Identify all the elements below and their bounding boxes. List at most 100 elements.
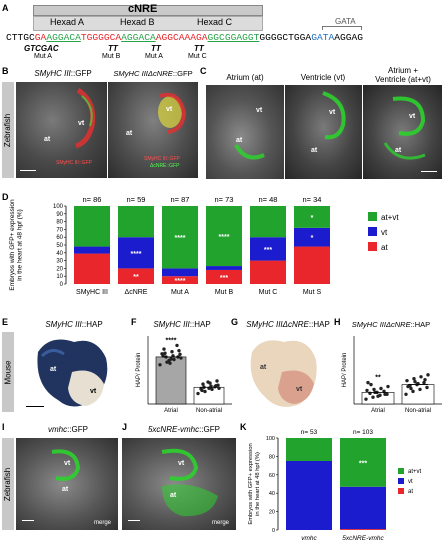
y-tick-label: 30 (56, 259, 63, 265)
fluorescence-overlay (75, 87, 96, 149)
vt-label: vt (166, 106, 173, 113)
bar-segment-vt (162, 268, 198, 277)
vt-label: vt (178, 460, 185, 467)
vt-label: vt (296, 386, 303, 393)
seq-segment: AGGACA (121, 32, 156, 43)
hexad-b-label: Hexad B (120, 17, 155, 27)
scale-bar (421, 171, 437, 172)
category-label: Non-atrial (196, 408, 222, 414)
fluorescence-overlay (322, 91, 346, 140)
data-point (372, 387, 376, 392)
n-count-label: n= 59 (127, 195, 146, 204)
n-count-label: n= 103 (353, 429, 373, 436)
significance-label: **** (131, 251, 142, 258)
at-label: at (260, 364, 267, 371)
y-tick-label: 100 (53, 204, 64, 210)
merge-label: merge (94, 520, 112, 526)
n-count-label: n= 87 (171, 195, 190, 204)
bar-segment-at-vt (250, 206, 286, 238)
data-point (175, 343, 179, 348)
data-point (206, 380, 210, 384)
y-tick-label: 80 (269, 454, 275, 460)
cnre-header (33, 5, 263, 16)
category-label: Atrial (164, 408, 178, 414)
data-point (210, 387, 214, 392)
heart-drawing (37, 339, 108, 407)
zebrafish-side-label-2: Zebrafish (2, 438, 14, 530)
data-point (405, 378, 409, 383)
fluorescence-overlay (161, 448, 218, 517)
significance-label: **** (166, 337, 177, 344)
legend-swatch (368, 212, 377, 221)
mouse-heart-hap-deletion-image: at vt (236, 332, 332, 412)
legend-label: at+vt (408, 469, 422, 475)
scale-bar (128, 520, 140, 521)
mutation-tt-3-label: Mut C (188, 53, 207, 60)
n-count-label: n= 34 (303, 195, 322, 204)
significance-label: **** (175, 235, 186, 242)
vt-label: vt (64, 460, 71, 467)
data-point (168, 361, 172, 365)
seq-segment: GGCGGAGGT (207, 32, 260, 43)
mutation-tt-2: TT (151, 44, 161, 53)
mutation-tt-1-label: Mut B (102, 53, 121, 60)
mutation-tt-1: TT (108, 44, 118, 53)
bar-segment-vt (294, 227, 330, 247)
legend-swatch (368, 242, 377, 251)
y-tick-label: 20 (56, 266, 63, 272)
scale-bar (20, 170, 36, 171)
panel-c1-title: Atrium (at) (226, 73, 264, 82)
n-count-label: n= 73 (215, 195, 234, 204)
legend-text-red: SMyHC III::GFP (56, 160, 92, 166)
y-tick-label: 90 (56, 212, 63, 218)
seq-segment: AGGACA (46, 32, 81, 43)
dot-bar-chart-f: HAP/ Protein Atrial Non-atrial **** (136, 336, 232, 414)
hexad-c-label: Hexad C (197, 17, 233, 27)
legend-label: at (408, 489, 413, 495)
data-point (217, 386, 221, 391)
panel-b1-title: SMyHC III::GFP (34, 69, 92, 78)
panel-c-label: C (200, 66, 207, 76)
data-point (404, 392, 408, 396)
hexad-a-label: Hexad A (50, 17, 85, 27)
vt-label: vt (329, 109, 336, 116)
data-point (167, 358, 171, 363)
data-point (170, 349, 174, 354)
significance-label: *** (264, 247, 272, 254)
panel-i-title: vmhc::GFP (47, 425, 88, 434)
bar-segment-vt (250, 237, 286, 261)
y-tick-label: 80 (56, 220, 63, 226)
gata-label: GATA (335, 17, 356, 26)
seq-segment: GA (34, 32, 47, 43)
bar-segment-vt (74, 246, 110, 254)
panel-b-label: B (2, 66, 9, 76)
panel-e-label: E (2, 317, 9, 327)
panel-g-label: G (231, 317, 239, 327)
seq-segment: AGGAG (334, 32, 364, 43)
seq-segment: AGGCAAAGA (155, 32, 208, 43)
data-point (365, 388, 369, 393)
bar-segment-at-vt (206, 206, 242, 267)
panel-j-title: 5xcNRE-vmhc::GFP (147, 425, 220, 434)
bar-segment-at-vt (118, 206, 154, 238)
category-label: vmhc (301, 535, 317, 542)
category-label: 5xcNRE-vmhc (342, 535, 384, 542)
data-point (215, 379, 219, 383)
category-label: Mut C (259, 289, 278, 296)
mutation-tt-3: TT (194, 44, 204, 53)
data-point (386, 384, 390, 389)
bar-segment-at-vt (340, 438, 386, 487)
significance-label: ** (133, 274, 139, 281)
y-tick-label: 60 (56, 235, 63, 241)
data-point (369, 382, 373, 387)
y-tick-label: 40 (56, 251, 63, 257)
seq-segment: TGGGGCA (80, 32, 122, 43)
atrium-image: vt at (206, 85, 284, 179)
y-tick-label: 0 (272, 528, 275, 534)
data-point (426, 373, 430, 377)
panel-d-label: D (2, 192, 9, 202)
category-label: Non-atrial (405, 408, 431, 414)
bar-segment-at-vt (286, 438, 332, 461)
legend-label: at (381, 243, 388, 252)
atrium-ventricle-image: vt at (363, 85, 442, 179)
